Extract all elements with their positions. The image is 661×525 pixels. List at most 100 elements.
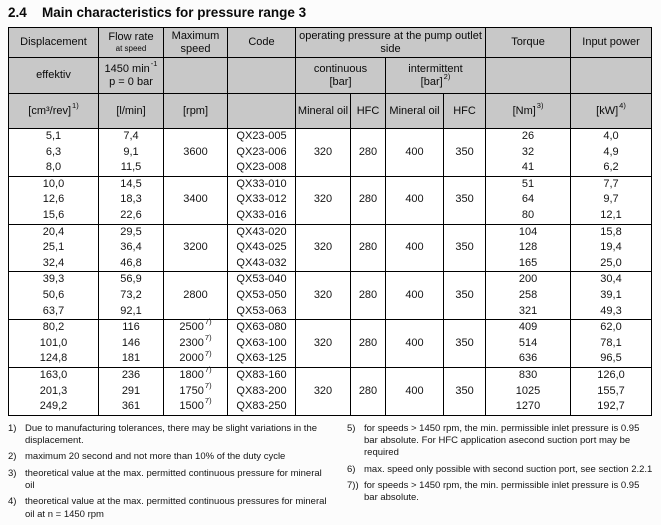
cell-code: QX63-080 xyxy=(227,319,296,336)
cell-pressure-int-mineral-oil: 400 xyxy=(385,271,444,320)
cell-torque: 1025 xyxy=(485,383,572,400)
cell-code: QX23-006 xyxy=(227,144,296,161)
cell-pressure-int-hfc: 350 xyxy=(442,319,487,368)
cell-code: QX53-063 xyxy=(227,303,296,320)
cell-pressure-int-hfc: 350 xyxy=(442,223,487,272)
table-row: 39,3 56,9 2800 QX53-040 320 280 400 350 200 30,4 xyxy=(8,271,653,320)
cell-pressure-int-mineral-oil: 400 xyxy=(385,319,444,368)
footnotes-left-column: 1) Due to manufacturing tolerances, ther… xyxy=(8,423,333,525)
table-row: 63,7 92,1 QX53-063 321 49,3 xyxy=(8,303,653,320)
footnotes: 1) Due to manufacturing tolerances, ther… xyxy=(8,423,653,525)
cell-pressure-int-hfc: 350 xyxy=(442,175,487,225)
table-header: Displacement Flow rate at speed Maximum … xyxy=(8,27,653,129)
table-row: 32,4 46,8 QX43-032 165 25,0 xyxy=(8,255,653,272)
cell-max-speed: 3200 xyxy=(163,223,228,272)
table-row: 15,6 22,6 QX33-016 80 12,1 xyxy=(8,207,653,225)
cell-displacement: 39,3 xyxy=(8,271,99,288)
cell-flow-rate: 56,9 xyxy=(98,271,164,288)
cell-code: QX43-025 xyxy=(227,240,296,256)
footnote-item: 4) theoretical value at the max. permitt… xyxy=(8,496,333,521)
footnote-item: 1) Due to manufacturing tolerances, ther… xyxy=(8,423,333,448)
cell-input-power: 4,9 xyxy=(570,144,653,161)
cell-torque: 514 xyxy=(485,335,572,352)
cell-input-power: 49,3 xyxy=(570,303,653,320)
cell-displacement: 8,0 xyxy=(8,160,99,177)
cell-max-speed: 20007) xyxy=(163,349,228,368)
footnote-text: theoretical value at the max. permitted … xyxy=(25,496,327,520)
cell-pressure-int-mineral-oil: 400 xyxy=(385,223,444,272)
cell-torque: 165 xyxy=(485,255,572,272)
cell-input-power: 39,1 xyxy=(570,287,653,304)
cell-displacement: 12,6 xyxy=(8,192,99,208)
cell-displacement: 50,6 xyxy=(8,287,99,304)
table-row: 20,4 29,5 3200 QX43-020 320 280 400 350 104 15,8 xyxy=(8,223,653,272)
cell-pressure-int-mineral-oil: 400 xyxy=(385,128,444,177)
cell-pressure-cont-hfc: 280 xyxy=(350,128,386,177)
footnote-item: 3) theoretical value at the max. permitt… xyxy=(8,468,333,493)
cell-torque: 51 xyxy=(485,175,572,193)
cell-code: QX53-050 xyxy=(227,287,296,304)
cell-code: QX63-100 xyxy=(227,335,296,352)
footnote-ref-3: 3) xyxy=(536,100,544,110)
footnote-marker: 1) xyxy=(8,422,17,434)
header-max-speed: Maximum speed xyxy=(163,27,228,58)
cell-max-speed: 15007) xyxy=(163,397,228,416)
cell-pressure-cont-mineral-oil: 320 xyxy=(295,128,351,177)
cell-input-power: 4,0 xyxy=(570,127,653,145)
cell-max-speed: 3600 xyxy=(163,128,228,177)
section-number: 2.4 xyxy=(8,5,27,20)
cell-max-speed: 23007) xyxy=(163,334,228,352)
cell-flow-rate: 9,1 xyxy=(98,144,164,161)
cell-input-power: 192,7 xyxy=(570,399,653,416)
cell-code: QX43-020 xyxy=(227,223,296,241)
cell-pressure-cont-mineral-oil: 320 xyxy=(295,319,351,368)
cell-flow-rate: 116 xyxy=(98,319,164,336)
cell-torque: 636 xyxy=(485,351,572,368)
header-int-hfc: HFC xyxy=(442,93,487,129)
cell-code: QX23-008 xyxy=(227,160,296,177)
footnotes-right-column: 5) for speeds > 1450 rpm, the min. permi… xyxy=(347,423,653,525)
cell-pressure-cont-mineral-oil: 320 xyxy=(295,223,351,272)
cell-displacement: 63,7 xyxy=(8,303,99,320)
cell-flow-rate: 291 xyxy=(98,383,164,400)
cell-input-power: 62,0 xyxy=(570,319,653,336)
cell-displacement: 124,8 xyxy=(8,351,99,368)
cell-input-power: 25,0 xyxy=(570,255,653,272)
footnote-text: for speeds > 1450 rpm, the min. permissi… xyxy=(364,480,640,504)
cell-input-power: 78,1 xyxy=(570,335,653,352)
header-empty-torque xyxy=(485,57,572,94)
header-row-3: [cm³/rev]1) [l/min] [rpm] Mineral oil HF… xyxy=(8,93,653,129)
cell-code: QX23-005 xyxy=(227,127,296,145)
cell-max-speed: 3400 xyxy=(163,175,228,225)
cell-input-power: 96,5 xyxy=(570,351,653,368)
cell-torque: 104 xyxy=(485,223,572,241)
table-row: 12,6 18,3 QX33-012 64 9,7 xyxy=(8,192,653,208)
cell-code: QX33-012 xyxy=(227,192,296,208)
cell-displacement: 5,1 xyxy=(8,127,99,145)
header-displacement: Displacement xyxy=(8,27,99,58)
cell-displacement: 101,0 xyxy=(8,335,99,352)
footnote-item: 5) for speeds > 1450 rpm, the min. permi… xyxy=(347,423,653,460)
footnote-ref-1: 1) xyxy=(72,100,79,110)
header-cont-mineral-oil: Mineral oil xyxy=(295,93,351,129)
cell-code: QX33-010 xyxy=(227,175,296,193)
table-row: 124,8 181 20007) QX63-125 636 96,5 xyxy=(8,349,653,368)
header-input-power: Input power xyxy=(570,27,653,58)
cell-pressure-int-mineral-oil: 400 xyxy=(385,175,444,225)
cell-max-speed: 17507) xyxy=(163,382,228,400)
cell-input-power: 12,1 xyxy=(570,207,653,225)
footnote-item: 6) max. speed only possible with second … xyxy=(347,464,653,476)
characteristics-table: Displacement Flow rate at speed Maximum … xyxy=(8,27,653,416)
cell-max-speed: 25007) xyxy=(163,318,228,336)
header-empty-code xyxy=(227,57,296,94)
cell-pressure-cont-hfc: 280 xyxy=(350,175,386,225)
table-row: 8,0 11,5 QX23-008 41 6,2 xyxy=(8,160,653,177)
header-power-unit: [kW]4) xyxy=(570,93,653,129)
cell-pressure-int-hfc: 350 xyxy=(442,271,487,320)
cell-input-power: 126,0 xyxy=(570,366,653,384)
header-effektiv: effektiv xyxy=(8,57,99,94)
cell-flow-rate: 146 xyxy=(98,335,164,352)
header-flow-rate-sub: at speed xyxy=(115,44,147,54)
footnote-marker: 5) xyxy=(347,422,356,434)
